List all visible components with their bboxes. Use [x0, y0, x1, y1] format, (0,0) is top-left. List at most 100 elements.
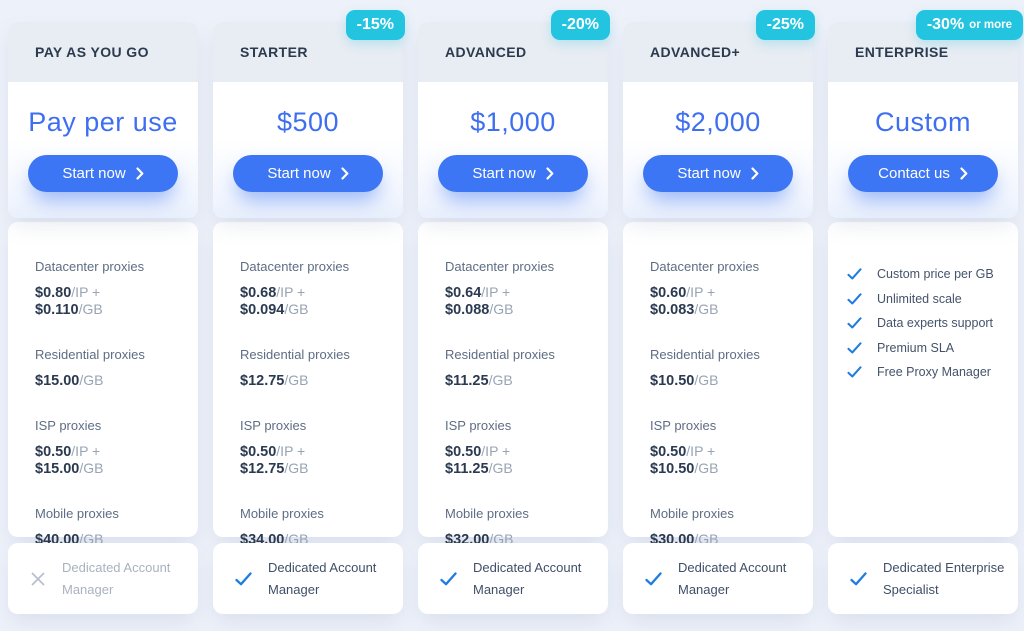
proxy-price: $0.64/IP + $0.088/GB: [445, 284, 514, 318]
proxy-type-label: Residential proxies: [445, 347, 555, 362]
proxy-price-group: ISP proxies $0.50/IP + $11.25/GB: [445, 418, 581, 477]
plan-details-card: Datacenter proxies $0.80/IP + $0.110/GB …: [8, 222, 198, 548]
proxy-price-group: Mobile proxies $32.00/GB: [445, 506, 581, 548]
plan-card: ADVANCED+ $2,000 Start now: [623, 22, 813, 218]
feature-label: Data experts support: [877, 316, 994, 331]
check-icon: [645, 571, 662, 586]
proxy-type-label: Datacenter proxies: [445, 259, 555, 274]
footer-feature: Dedicated Account Manager: [418, 543, 608, 614]
plan-price-area: $1,000 Start now: [418, 82, 608, 218]
cta-label: Start now: [677, 165, 741, 182]
feature-item: Premium SLA: [847, 336, 1000, 361]
proxy-price: $0.80/IP + $0.110/GB: [35, 284, 103, 318]
proxy-price-group: Mobile proxies $34.00/GB: [240, 506, 376, 548]
proxy-price: $12.75/GB: [240, 372, 309, 389]
proxy-price-group: Mobile proxies $40.00/GB: [35, 506, 171, 548]
check-icon: [847, 366, 862, 378]
proxy-type-label: Residential proxies: [650, 347, 760, 362]
start-now-button[interactable]: Start now: [28, 155, 178, 192]
feature-label: Unlimited scale: [877, 291, 962, 306]
footer-feature: Dedicated Enterprise Specialist: [828, 543, 1018, 614]
start-now-button[interactable]: Start now: [438, 155, 588, 192]
footer-feature-label: Dedicated Account Manager: [678, 559, 787, 597]
cross-icon: [30, 571, 46, 587]
contact-us-button[interactable]: Contact us: [848, 155, 998, 192]
proxy-type-label: ISP proxies: [445, 418, 512, 433]
plan-details-card: Datacenter proxies $0.64/IP + $0.088/GB …: [418, 222, 608, 548]
plan-card: ADVANCED $1,000 Start now: [418, 22, 608, 218]
footer-feature: Dedicated Account Manager: [213, 543, 403, 614]
cta-label: Start now: [267, 165, 331, 182]
proxy-type-label: Datacenter proxies: [35, 259, 145, 274]
plan-column-advanced: -20% ADVANCED $1,000 Start now Datacente…: [418, 10, 610, 614]
discount-badge: -25%: [755, 10, 815, 40]
feature-label: Premium SLA: [877, 340, 955, 355]
plan-features-card: Custom price per GB Unlimited scale Data…: [828, 222, 1018, 537]
discount-badge: -30% or more: [915, 10, 1023, 40]
proxy-price-group: Datacenter proxies $0.64/IP + $0.088/GB: [445, 259, 581, 318]
plan-price: $2,000: [675, 107, 761, 137]
discount-badge: -15%: [345, 10, 405, 40]
start-now-button[interactable]: Start now: [233, 155, 383, 192]
proxy-type-label: ISP proxies: [650, 418, 717, 433]
feature-item: Unlimited scale: [847, 287, 1000, 312]
plan-column-advanced-plus: -25% ADVANCED+ $2,000 Start now Datacent…: [623, 10, 815, 614]
plan-column-pay-as-you-go: PAY AS YOU GO Pay per use Start now Data…: [8, 22, 198, 614]
footer-feature-label: Dedicated Enterprise Specialist: [883, 559, 1005, 597]
proxy-type-label: Datacenter proxies: [650, 259, 760, 274]
cta-label: Start now: [472, 165, 536, 182]
check-icon: [440, 571, 457, 586]
proxy-price: $0.50/IP + $10.50/GB: [650, 443, 719, 477]
chevron-right-icon: [751, 167, 759, 180]
chevron-right-icon: [960, 167, 968, 180]
check-icon: [235, 571, 252, 586]
proxy-price-group: Residential proxies $12.75/GB: [240, 347, 376, 389]
plan-price: Custom: [874, 107, 972, 137]
plan-card: STARTER $500 Start now: [213, 22, 403, 218]
proxy-price-group: Residential proxies $15.00/GB: [35, 347, 171, 389]
proxy-price: $0.50/IP + $11.25/GB: [445, 443, 513, 477]
plan-price: $1,000: [470, 107, 556, 137]
proxy-price-group: Datacenter proxies $0.60/IP + $0.083/GB: [650, 259, 786, 318]
feature-item: Free Proxy Manager: [847, 360, 1000, 385]
proxy-price: $11.25/GB: [445, 372, 513, 389]
start-now-button[interactable]: Start now: [643, 155, 793, 192]
discount-badge: -20%: [550, 10, 610, 40]
chevron-right-icon: [341, 167, 349, 180]
plan-column-starter: -15% STARTER $500 Start now Datacenter p…: [213, 10, 405, 614]
proxy-price-group: Residential proxies $10.50/GB: [650, 347, 786, 389]
plan-details-card: Datacenter proxies $0.60/IP + $0.083/GB …: [623, 222, 813, 548]
proxy-price-group: ISP proxies $0.50/IP + $12.75/GB: [240, 418, 376, 477]
proxy-price: $0.50/IP + $12.75/GB: [240, 443, 309, 477]
footer-feature: Dedicated Account Manager: [8, 543, 198, 614]
proxy-type-label: Datacenter proxies: [240, 259, 350, 274]
plan-price-area: $2,000 Start now: [623, 82, 813, 218]
proxy-type-label: Mobile proxies: [445, 506, 529, 521]
proxy-type-label: Residential proxies: [240, 347, 350, 362]
proxy-price-group: Datacenter proxies $0.68/IP + $0.094/GB: [240, 259, 376, 318]
proxy-type-label: ISP proxies: [240, 418, 307, 433]
footer-feature-label: Dedicated Account Manager: [268, 559, 377, 597]
proxy-price-group: Datacenter proxies $0.80/IP + $0.110/GB: [35, 259, 171, 318]
proxy-price: $10.50/GB: [650, 372, 719, 389]
chevron-right-icon: [136, 167, 144, 180]
plan-price-area: Custom Contact us: [828, 82, 1018, 218]
proxy-type-label: ISP proxies: [35, 418, 102, 433]
proxy-price: $0.68/IP + $0.094/GB: [240, 284, 309, 318]
cta-label: Start now: [62, 165, 126, 182]
proxy-price: $0.60/IP + $0.083/GB: [650, 284, 719, 318]
proxy-type-label: Residential proxies: [35, 347, 145, 362]
check-icon: [847, 342, 862, 354]
plan-price-area: $500 Start now: [213, 82, 403, 218]
proxy-type-label: Mobile proxies: [35, 506, 119, 521]
check-icon: [847, 268, 862, 280]
proxy-type-label: Mobile proxies: [650, 506, 734, 521]
cta-label: Contact us: [878, 165, 950, 182]
feature-item: Custom price per GB: [847, 262, 1000, 287]
proxy-price: $0.50/IP + $15.00/GB: [35, 443, 104, 477]
proxy-price-group: ISP proxies $0.50/IP + $10.50/GB: [650, 418, 786, 477]
proxy-type-label: Mobile proxies: [240, 506, 324, 521]
plan-column-enterprise: -30% or more ENTERPRISE Custom Contact u…: [828, 10, 1023, 614]
plan-price: Pay per use: [28, 107, 178, 137]
